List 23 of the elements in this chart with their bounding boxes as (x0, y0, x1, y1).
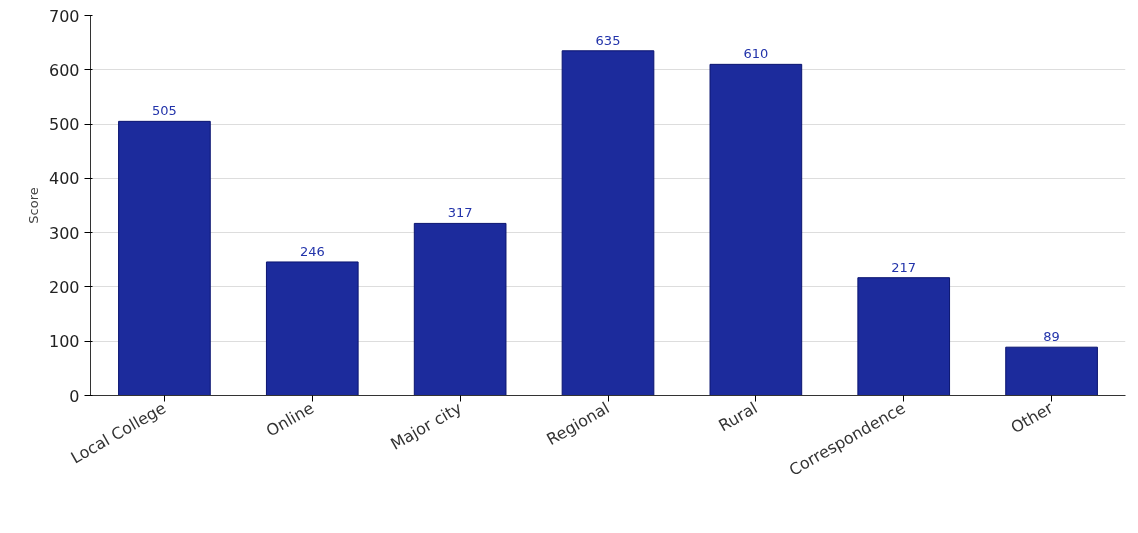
y-axis-title: Score (25, 187, 41, 224)
y-tick-label: 0 (69, 386, 80, 406)
data-label: 217 (891, 259, 917, 275)
bar (118, 120, 211, 396)
y-tick-label: 500 (48, 115, 80, 135)
y-tick-label: 200 (48, 277, 80, 297)
bar (857, 277, 951, 396)
bar (1005, 346, 1098, 396)
data-label: 317 (447, 205, 473, 221)
bar (709, 63, 803, 396)
bar (413, 222, 507, 396)
data-label: 635 (595, 32, 621, 48)
y-tick-label: 300 (48, 223, 80, 243)
data-label: 89 (1043, 329, 1060, 345)
bar (265, 261, 359, 396)
data-label: 610 (743, 46, 769, 62)
y-tick-label: 700 (48, 6, 80, 26)
data-label: 246 (299, 243, 325, 259)
y-tick-label: 600 (48, 60, 80, 80)
data-label: 505 (152, 103, 177, 119)
y-tick-label: 100 (48, 332, 80, 352)
bar (561, 50, 655, 396)
y-tick-label: 400 (48, 169, 80, 189)
